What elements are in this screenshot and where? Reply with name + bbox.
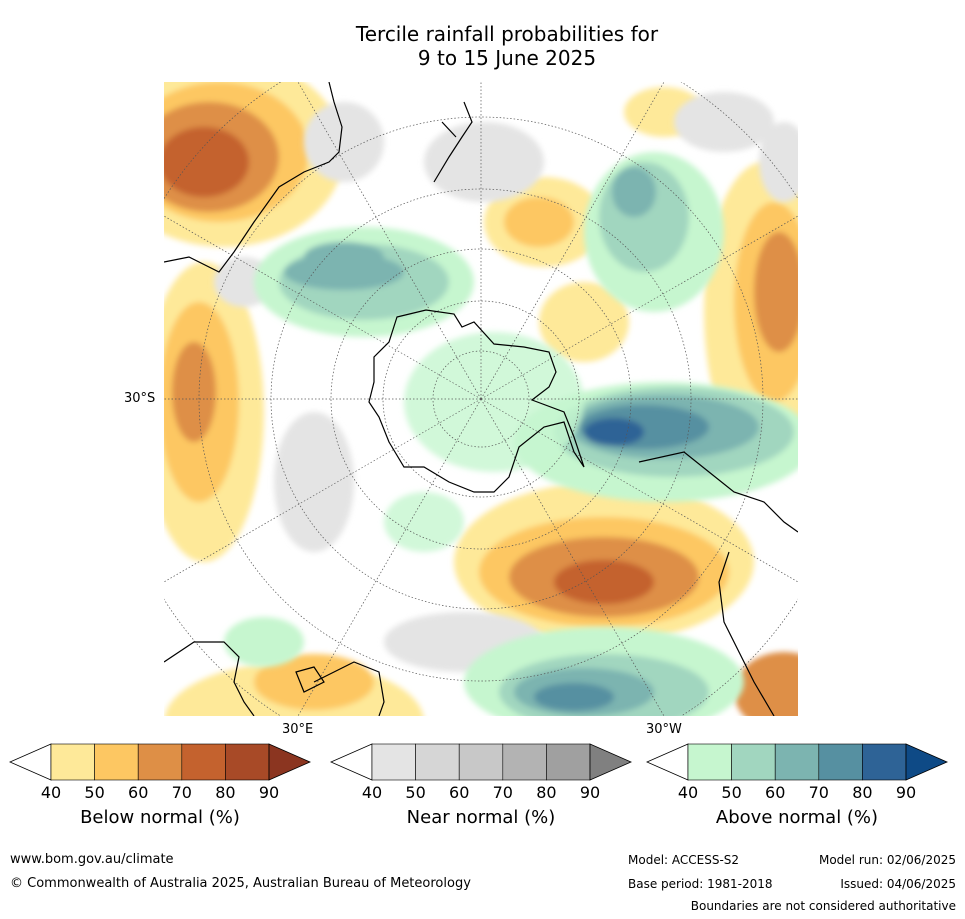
colorbar-above-normal-tick: 40	[677, 783, 699, 802]
colorbar-above-normal-swatch	[731, 743, 776, 781]
model-run-text: Model run: 02/06/2025	[818, 853, 956, 867]
map-svg	[164, 82, 798, 716]
colorbar-below-normal-swatch	[94, 743, 139, 781]
colorbar-above-normal-tick: 90	[895, 783, 917, 802]
copyright-text: © Commonwealth of Australia 2025, Austra…	[10, 876, 471, 891]
disclaimer-text: Boundaries are not considered authoritat…	[690, 899, 956, 913]
colorbar-near-normal-swatch	[458, 743, 504, 781]
colorbar-below-normal-ticks: 40 50 60 70 80 90	[9, 783, 311, 803]
colorbar-near-normal-extend-high	[589, 743, 632, 781]
colorbar-below-normal-extend-low	[9, 743, 52, 781]
colorbar-above-normal-ticks: 40 50 60 70 80 90	[646, 783, 948, 803]
title-line-2: 9 to 15 June 2025	[417, 46, 597, 70]
colorbar-above-normal: 40 50 60 70 80 90 Above normal (%)	[646, 743, 948, 828]
colorbar-above-normal-swatch	[687, 743, 732, 781]
colorbar-above-normal-extend-high	[905, 743, 948, 781]
colorbar-near-normal-svg	[330, 743, 632, 781]
colorbar-above-normal-label: Above normal (%)	[715, 807, 879, 828]
colorbar-below-normal-swatch	[225, 743, 270, 781]
website-link[interactable]: www.bom.gov.au/climate	[10, 852, 174, 867]
colorbar-above-normal-extend-low	[646, 743, 689, 781]
map-title: Tercile rainfall probabilities for 9 to …	[0, 22, 965, 70]
colorbar-near-normal-tick: 60	[449, 783, 470, 802]
colorbar-near-normal: 40 50 60 70 80 90 Near normal (%)	[330, 743, 632, 828]
madagascar-coast	[295, 666, 325, 693]
polar-map	[164, 82, 798, 716]
colorbar-near-normal-swatch	[546, 743, 591, 781]
colorbar-below-normal-extend-high	[268, 743, 311, 781]
model-text: Model: ACCESS-S2	[628, 853, 740, 867]
colorbar-below-normal-svg	[9, 743, 311, 781]
colorbar-below-normal-swatch	[50, 743, 95, 781]
colorbar-above-normal-tick: 70	[808, 783, 829, 802]
colorbar-below-normal-swatch	[181, 743, 226, 781]
longitude-label-30e: 30°E	[282, 722, 314, 737]
colorbar-below-normal-tick: 80	[215, 783, 236, 802]
latitude-label-30s: 30°S	[124, 391, 156, 406]
above-normal-regions	[224, 152, 798, 716]
colorbar-below-normal-tick: 60	[128, 783, 149, 802]
south-america-coast	[638, 451, 798, 533]
colorbar-near-normal-tick: 80	[536, 783, 557, 802]
colorbar-near-normal-tick: 50	[405, 783, 426, 802]
colorbar-below-normal: 40 50 60 70 80 90 Below normal (%)	[9, 743, 311, 828]
colorbar-near-normal-tick: 70	[492, 783, 513, 802]
colorbar-near-normal-label: Near normal (%)	[406, 807, 556, 828]
colorbar-near-normal-tick: 90	[579, 783, 601, 802]
colorbar-above-normal-tick: 80	[852, 783, 873, 802]
colorbar-above-normal-swatch	[862, 743, 907, 781]
colorbar-near-normal-swatch	[371, 743, 416, 781]
new-zealand-coast	[433, 101, 473, 183]
colorbar-below-normal-tick: 70	[171, 783, 192, 802]
base-period-text: Base period: 1981-2018	[628, 877, 773, 891]
coastlines	[164, 82, 798, 716]
colorbar-below-normal-label: Below normal (%)	[80, 807, 240, 828]
colorbar-above-normal-tick: 60	[765, 783, 786, 802]
colorbar-near-normal-ticks: 40 50 60 70 80 90	[330, 783, 632, 803]
colorbar-below-normal-tick: 90	[258, 783, 280, 802]
colorbar-near-normal-swatch	[502, 743, 547, 781]
colorbar-below-normal-tick: 40	[40, 783, 62, 802]
colorbar-above-normal-tick: 50	[721, 783, 742, 802]
antarctica-coast	[368, 309, 585, 493]
longitude-label-30w: 30°W	[646, 722, 682, 737]
south-america-west	[718, 551, 775, 716]
australia-coast	[164, 82, 343, 273]
title-line-1: Tercile rainfall probabilities for	[355, 22, 659, 46]
africa-coast	[164, 641, 385, 716]
colorbar-near-normal-extend-low	[330, 743, 373, 781]
colorbar-above-normal-swatch	[818, 743, 863, 781]
colorbar-above-normal-svg	[646, 743, 948, 781]
colorbar-near-normal-tick: 40	[361, 783, 383, 802]
issued-text: Issued: 04/06/2025	[840, 877, 956, 891]
colorbar-below-normal-tick: 50	[84, 783, 105, 802]
colorbar-near-normal-swatch	[415, 743, 460, 781]
graticule	[164, 82, 798, 716]
colorbar-below-normal-swatch	[137, 743, 183, 781]
colorbar-above-normal-swatch	[774, 743, 820, 781]
